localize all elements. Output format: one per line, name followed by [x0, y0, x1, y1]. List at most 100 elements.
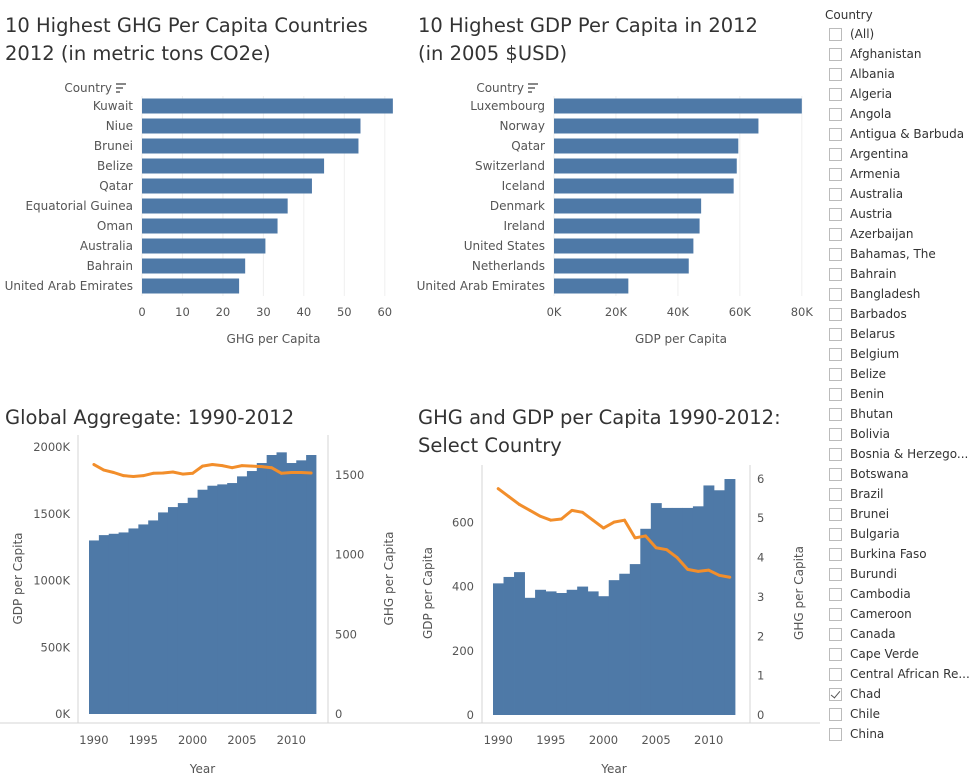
country-filter-item[interactable]: Central African Re... — [825, 664, 975, 684]
bar — [187, 497, 198, 714]
global-aggregate-chart: 0K 500K 1000K 1500K 2000K 0 500 1000 1500 1990 199… — [0, 435, 410, 776]
checkbox[interactable] — [829, 47, 842, 61]
country-filter-item[interactable]: Antigua & Barbuda — [825, 124, 975, 144]
x-tick-label: 1995 — [536, 733, 565, 747]
checkbox[interactable] — [829, 507, 842, 521]
country-filter-label: Benin — [850, 387, 885, 401]
checkbox[interactable] — [829, 267, 842, 281]
country-filter-item[interactable]: Canada — [825, 624, 975, 644]
checkbox[interactable] — [829, 27, 842, 41]
checkbox[interactable] — [829, 407, 842, 421]
country-filter-item[interactable]: Bulgaria — [825, 524, 975, 544]
checkbox[interactable] — [829, 527, 842, 541]
checkbox[interactable] — [829, 427, 842, 441]
country-filter-item[interactable]: Chile — [825, 704, 975, 724]
bar — [142, 138, 359, 154]
country-filter-item[interactable]: Barbados — [825, 304, 975, 324]
bar — [554, 198, 702, 214]
checkbox[interactable] — [829, 147, 842, 161]
checkbox[interactable] — [829, 447, 842, 461]
country-filter-item[interactable]: China — [825, 724, 975, 744]
country-filter-item[interactable]: Benin — [825, 384, 975, 404]
checkbox[interactable] — [829, 247, 842, 261]
country-filter-item[interactable]: Belize — [825, 364, 975, 384]
country-filter-item[interactable]: Austria — [825, 204, 975, 224]
country-filter-item[interactable]: Belarus — [825, 324, 975, 344]
checkbox[interactable] — [829, 347, 842, 361]
bar — [296, 460, 307, 714]
checkbox[interactable] — [829, 207, 842, 221]
country-filter-item[interactable]: Australia — [825, 184, 975, 204]
checkbox-checked[interactable] — [829, 687, 842, 701]
country-filter-item[interactable]: Cape Verde — [825, 644, 975, 664]
country-filter-item[interactable]: Belgium — [825, 344, 975, 364]
bar — [577, 586, 589, 715]
bar — [493, 583, 504, 715]
y-tick-label: 400 — [452, 580, 474, 594]
line-point — [633, 536, 637, 540]
country-filter-item[interactable]: Burundi — [825, 564, 975, 584]
checkbox[interactable] — [829, 127, 842, 141]
country-filter-item[interactable]: Chad — [825, 684, 975, 704]
country-filter-item[interactable]: Bolivia — [825, 424, 975, 444]
country-filter-item[interactable]: Albania — [825, 64, 975, 84]
country-filter-item[interactable]: Bhutan — [825, 404, 975, 424]
country-filter-item[interactable]: Botswana — [825, 464, 975, 484]
checkbox[interactable] — [829, 367, 842, 381]
checkbox[interactable] — [829, 187, 842, 201]
checkbox[interactable] — [829, 627, 842, 641]
country-filter-label: Cape Verde — [850, 647, 919, 661]
checkbox[interactable] — [829, 107, 842, 121]
country-filter: Country (All) Afghanistan Albania Algeria An… — [825, 6, 975, 744]
checkbox[interactable] — [829, 287, 842, 301]
line-point — [528, 508, 532, 512]
checkbox[interactable] — [829, 667, 842, 681]
checkbox[interactable] — [829, 387, 842, 401]
country-filter-item[interactable]: Azerbaijan — [825, 224, 975, 244]
checkbox[interactable] — [829, 647, 842, 661]
checkbox[interactable] — [829, 487, 842, 501]
country-filter-item[interactable]: Brunei — [825, 504, 975, 524]
checkbox[interactable] — [829, 587, 842, 601]
y-tick-label: 600 — [452, 515, 474, 529]
checkbox[interactable] — [829, 467, 842, 481]
category-label: Luxembourg — [470, 99, 545, 113]
line-point — [289, 471, 293, 474]
checkbox[interactable] — [829, 67, 842, 81]
line-point — [623, 518, 626, 522]
country-filter-item[interactable]: Bangladesh — [825, 284, 975, 304]
bar — [692, 506, 704, 715]
country-filter-item[interactable]: Afghanistan — [825, 44, 975, 64]
country-filter-item[interactable]: (All) — [825, 24, 975, 44]
country-filter-item[interactable]: Argentina — [825, 144, 975, 164]
checkbox[interactable] — [829, 227, 842, 241]
country-filter-item[interactable]: Bahamas, The — [825, 244, 975, 264]
checkbox[interactable] — [829, 327, 842, 341]
checkbox[interactable] — [829, 707, 842, 721]
country-filter-item[interactable]: Algeria — [825, 84, 975, 104]
x-tick-label: 1990 — [484, 733, 513, 747]
country-filter-item[interactable]: Bahrain — [825, 264, 975, 284]
country-filter-label: Cambodia — [850, 587, 911, 601]
country-filter-item[interactable]: Armenia — [825, 164, 975, 184]
checkbox[interactable] — [829, 167, 842, 181]
checkbox[interactable] — [829, 607, 842, 621]
x-tick-label: 1990 — [79, 733, 108, 747]
checkbox[interactable] — [829, 567, 842, 581]
country-filter-item[interactable]: Cambodia — [825, 584, 975, 604]
country-filter-item[interactable]: Burkina Faso — [825, 544, 975, 564]
bar — [587, 591, 599, 715]
bar — [237, 476, 248, 714]
gdp-top10-chart: 0K 20K 40K 60K 80K Country Luxembourg Norway Qat… — [417, 81, 814, 346]
checkbox[interactable] — [829, 307, 842, 321]
country-filter-item[interactable]: Brazil — [825, 484, 975, 504]
country-filter-item[interactable]: Bosnia & Herzego... — [825, 444, 975, 464]
line-point — [665, 548, 669, 552]
y-tick-label: 1000K — [33, 574, 70, 588]
checkbox[interactable] — [829, 547, 842, 561]
checkbox[interactable] — [829, 727, 842, 741]
country-filter-item[interactable]: Angola — [825, 104, 975, 124]
checkbox[interactable] — [829, 87, 842, 101]
country-filter-item[interactable]: Cameroon — [825, 604, 975, 624]
x-axis-label: GHG per Capita — [227, 332, 321, 346]
